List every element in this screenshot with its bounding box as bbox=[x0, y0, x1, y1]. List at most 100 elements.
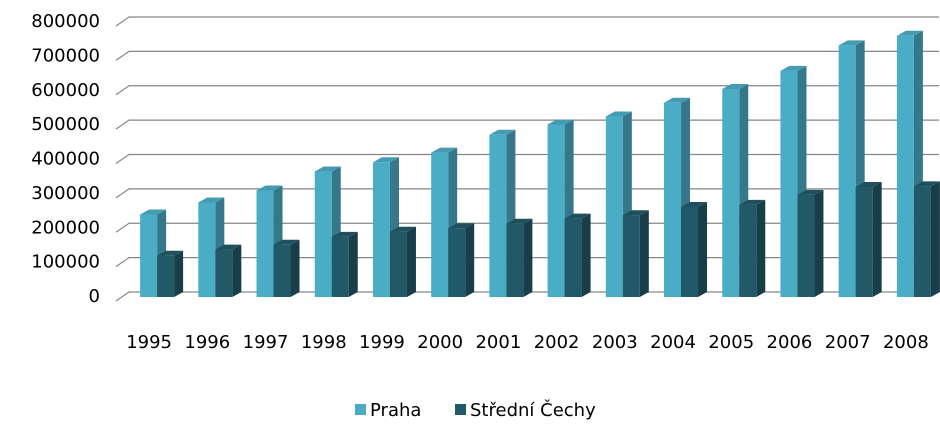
bar-front bbox=[547, 124, 565, 297]
bar-front bbox=[797, 194, 815, 297]
bar-front bbox=[431, 152, 449, 297]
bar bbox=[273, 239, 300, 297]
bar bbox=[215, 244, 242, 297]
x-tick-label: 2001 bbox=[475, 332, 521, 353]
bar-side bbox=[406, 226, 416, 297]
bar-side bbox=[930, 181, 940, 297]
bar-top bbox=[331, 231, 358, 237]
bar-front bbox=[681, 206, 699, 297]
grid-line bbox=[115, 153, 939, 164]
x-tick-label: 2003 bbox=[592, 332, 638, 353]
x-tick-label: 1996 bbox=[184, 332, 230, 353]
bar-side bbox=[465, 223, 475, 297]
bar bbox=[389, 226, 416, 297]
bar-side bbox=[523, 218, 533, 297]
legend-label: Střední Čechy bbox=[470, 399, 596, 421]
x-tick-label: 2002 bbox=[534, 332, 580, 353]
grid-line bbox=[115, 85, 939, 96]
bar bbox=[448, 223, 475, 297]
bar-top bbox=[681, 201, 708, 207]
bar bbox=[855, 182, 882, 297]
bar bbox=[506, 218, 533, 297]
y-tick-label: 100000 bbox=[31, 252, 100, 273]
legend-label: Praha bbox=[370, 400, 421, 421]
bar-top bbox=[215, 244, 242, 250]
bar-front bbox=[489, 134, 507, 297]
bar-front bbox=[622, 215, 640, 297]
bar-top bbox=[622, 210, 649, 216]
y-tick-label: 500000 bbox=[31, 114, 100, 135]
bar-top bbox=[797, 189, 824, 195]
bar bbox=[331, 231, 358, 297]
bar bbox=[681, 201, 708, 297]
legend-swatch bbox=[355, 404, 366, 415]
bar bbox=[157, 250, 184, 297]
y-tick-label: 300000 bbox=[31, 183, 100, 204]
x-tick-label: 1999 bbox=[359, 332, 405, 353]
y-tick-label: 600000 bbox=[31, 80, 100, 101]
x-tick-label: 2005 bbox=[708, 332, 754, 353]
y-tick-label: 400000 bbox=[31, 149, 100, 170]
bar-front bbox=[215, 249, 233, 297]
bar-side bbox=[174, 250, 184, 297]
bar-top bbox=[506, 218, 533, 224]
bar-top bbox=[739, 199, 766, 205]
bar-side bbox=[581, 213, 591, 297]
x-tick-label: 1998 bbox=[301, 332, 347, 353]
bar-front bbox=[739, 204, 757, 297]
x-tick-label: 2000 bbox=[417, 332, 463, 353]
bar-side bbox=[290, 239, 300, 297]
bar-side bbox=[232, 244, 242, 297]
bar-top bbox=[389, 226, 416, 232]
bar bbox=[797, 189, 824, 297]
x-tick-label: 2004 bbox=[650, 332, 696, 353]
x-tick-label: 1997 bbox=[243, 332, 289, 353]
bar-top bbox=[547, 119, 574, 125]
x-tick-label: 2007 bbox=[825, 332, 871, 353]
bar-top bbox=[198, 197, 225, 203]
bar-front bbox=[448, 228, 466, 297]
bar-top bbox=[140, 209, 167, 215]
bar bbox=[564, 213, 591, 297]
bar-front bbox=[157, 255, 175, 297]
bar-top bbox=[273, 239, 300, 245]
bar-front bbox=[564, 218, 582, 297]
bar-top bbox=[838, 40, 865, 46]
bar-front bbox=[664, 102, 682, 297]
bar-top bbox=[722, 84, 749, 90]
bar-top bbox=[157, 250, 184, 256]
bar-front bbox=[273, 244, 291, 297]
bar bbox=[913, 181, 940, 297]
bar-front bbox=[855, 187, 873, 297]
bar-top bbox=[564, 213, 591, 219]
bar-front bbox=[896, 35, 914, 297]
bar-front bbox=[780, 70, 798, 297]
grid-line bbox=[115, 16, 939, 27]
bar-side bbox=[872, 182, 882, 297]
bar-top bbox=[372, 157, 399, 163]
bar bbox=[622, 210, 649, 297]
legend-swatch bbox=[455, 404, 466, 415]
bar-top bbox=[431, 147, 458, 153]
bar-top bbox=[780, 65, 807, 71]
bar-front bbox=[372, 162, 390, 297]
bar-front bbox=[140, 214, 158, 297]
bar-side bbox=[698, 201, 708, 297]
bar-front bbox=[314, 171, 332, 297]
y-tick-label: 0 bbox=[89, 286, 100, 307]
bar-top bbox=[664, 97, 691, 103]
bar-side bbox=[639, 210, 649, 297]
bar-top bbox=[489, 129, 516, 135]
grid-line bbox=[115, 119, 939, 130]
bar-front bbox=[913, 186, 931, 297]
bar-top bbox=[896, 30, 923, 36]
bar-front bbox=[256, 190, 274, 297]
y-tick-label: 800000 bbox=[31, 11, 100, 32]
bar-top bbox=[913, 181, 940, 187]
grid-line bbox=[115, 50, 939, 61]
bar-front bbox=[605, 116, 623, 297]
y-tick-label: 200000 bbox=[31, 217, 100, 238]
x-tick-label: 2006 bbox=[767, 332, 813, 353]
bar-top bbox=[855, 182, 882, 187]
bar-front bbox=[198, 202, 216, 297]
